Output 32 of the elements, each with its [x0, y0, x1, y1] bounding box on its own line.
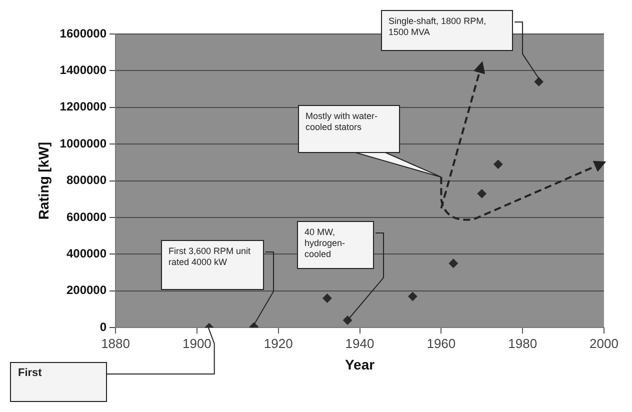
annotation: 40 MW, hydrogen-cooled — [304, 227, 346, 259]
point — [408, 292, 418, 301]
x-axis-title: Year — [344, 356, 376, 372]
callout-box: Single-shaft, 1800 RPM, 1500 MVA — [380, 10, 513, 51]
y-axis-title: Rating [kW] — [35, 142, 52, 220]
point — [494, 160, 503, 169]
y-tick-label: 600000 — [66, 210, 107, 224]
callout-box: First — [10, 362, 107, 402]
y-tick-label: 1600000 — [60, 26, 107, 40]
point — [322, 294, 332, 303]
y-tick-label: 1000000 — [60, 136, 107, 150]
callout-box: First 3,600 RPM unit rated 4000 kW — [160, 240, 264, 290]
annotation: Single-shaft, 1800 RPM, 1500 MVA — [388, 16, 486, 37]
point — [534, 77, 544, 86]
annotation: Mostly with water-cooled stators — [306, 111, 378, 132]
x-tick-label: 1920 — [264, 336, 293, 351]
callout-box: 40 MW, hydrogen-cooled — [296, 221, 374, 269]
point — [477, 189, 486, 198]
y-tick-label: 1200000 — [60, 100, 107, 114]
y-tick-label: 1400000 — [60, 63, 107, 78]
x-tick-label: 2000 — [590, 336, 618, 351]
x-tick-label: 1880 — [101, 336, 130, 351]
x-tick-label: 1900 — [182, 336, 212, 351]
x-tick-label: 1940 — [345, 336, 374, 351]
y-tick-label: 0 — [100, 320, 107, 334]
point — [448, 258, 458, 268]
annotation: First 3,600 RPM unit rated 4000 kW — [168, 246, 251, 267]
y-tick-label: 800000 — [66, 173, 107, 188]
y-tick-label: 400000 — [66, 246, 107, 261]
y-tick-label: 200000 — [66, 283, 107, 298]
x-tick-label: 1980 — [508, 336, 538, 351]
x-tick-label: 1960 — [426, 336, 456, 351]
